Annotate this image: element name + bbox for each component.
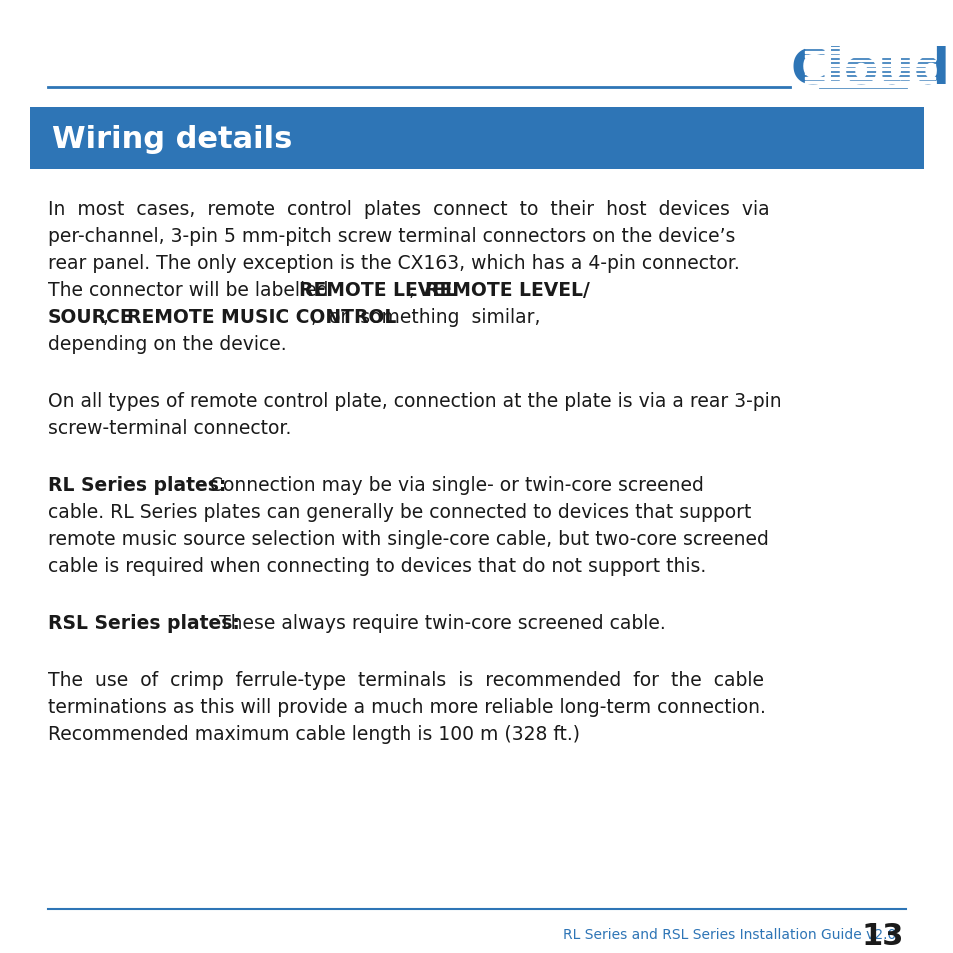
Text: remote music source selection with single-core cable, but two-core screened: remote music source selection with singl… [48, 530, 768, 548]
Text: On all types of remote control plate, connection at the plate is via a rear 3-pi: On all types of remote control plate, co… [48, 392, 781, 411]
Text: cable. RL Series plates can generally be connected to devices that support: cable. RL Series plates can generally be… [48, 502, 751, 521]
Text: rear panel. The only exception is the CX163, which has a 4-pin connector.: rear panel. The only exception is the CX… [48, 253, 739, 273]
Text: These always require twin-core screened cable.: These always require twin-core screened … [213, 614, 665, 633]
Text: ,: , [409, 281, 421, 299]
Text: terminations as this will provide a much more reliable long-term connection.: terminations as this will provide a much… [48, 698, 765, 717]
Text: per-channel, 3-pin 5 mm-pitch screw terminal connectors on the device’s: per-channel, 3-pin 5 mm-pitch screw term… [48, 227, 735, 246]
Text: The connector will be labelled: The connector will be labelled [48, 281, 335, 299]
Text: Connection may be via single- or twin-core screened: Connection may be via single- or twin-co… [204, 476, 703, 495]
Text: The  use  of  crimp  ferrule-type  terminals  is  recommended  for  the  cable: The use of crimp ferrule-type terminals … [48, 670, 763, 689]
Text: ,  or  something  similar,: , or something similar, [311, 308, 540, 327]
Text: SOURCE: SOURCE [48, 308, 133, 327]
Text: RL Series and RSL Series Installation Guide v2.0: RL Series and RSL Series Installation Gu… [562, 927, 895, 941]
Text: Cloud: Cloud [789, 46, 949, 94]
Text: In  most  cases,  remote  control  plates  connect  to  their  host  devices  vi: In most cases, remote control plates con… [48, 200, 769, 219]
Text: depending on the device.: depending on the device. [48, 335, 286, 354]
Text: cable is required when connecting to devices that do not support this.: cable is required when connecting to dev… [48, 557, 705, 576]
Text: REMOTE LEVEL/: REMOTE LEVEL/ [425, 281, 590, 299]
Text: REMOTE LEVEL: REMOTE LEVEL [299, 281, 456, 299]
Text: Recommended maximum cable length is 100 m (328 ft.): Recommended maximum cable length is 100 … [48, 724, 579, 743]
Bar [30, 108, 923, 170]
Text: screw-terminal connector.: screw-terminal connector. [48, 418, 291, 437]
Text: 13: 13 [861, 921, 903, 950]
Text: REMOTE MUSIC CONTROL: REMOTE MUSIC CONTROL [128, 308, 396, 327]
Text: ,: , [103, 308, 121, 327]
Text: RSL Series plates:: RSL Series plates: [48, 614, 239, 633]
Text: RL Series plates:: RL Series plates: [48, 476, 226, 495]
Text: Wiring details: Wiring details [52, 125, 292, 153]
